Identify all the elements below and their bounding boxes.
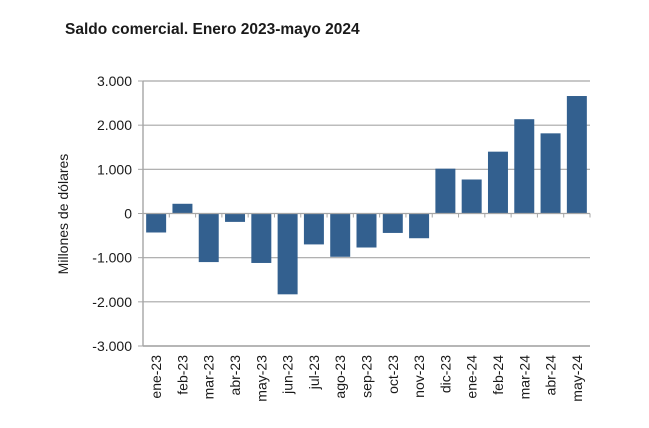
x-tick-label: nov-23 <box>411 355 427 398</box>
bar-abr-24 <box>540 133 561 214</box>
x-tick-label: jul-23 <box>306 355 322 390</box>
x-tick-label: abr-23 <box>227 355 243 396</box>
axes <box>138 80 591 347</box>
y-tick-labels: 3.000 2.000 1.000 0 -1.000 -2.000 -3.000 <box>92 73 132 354</box>
y-axis-label: Millones de dólares <box>55 154 71 275</box>
y-tick-label: -3.000 <box>92 338 132 354</box>
bar-ago-23 <box>330 213 351 257</box>
chart-title: Saldo comercial. Enero 2023-mayo 2024 <box>65 21 360 38</box>
y-tick-label: 1.000 <box>97 161 132 177</box>
bar-dic-23 <box>435 168 456 214</box>
x-tick-label: feb-24 <box>490 355 506 395</box>
x-tick-label: mar-24 <box>516 355 532 400</box>
y-tick-label: -1.000 <box>92 250 132 266</box>
y-tick-label: 2.000 <box>97 117 132 133</box>
bar-feb-23 <box>172 203 193 214</box>
bars <box>146 96 587 295</box>
bar-feb-24 <box>487 151 508 214</box>
y-tick-label: 0 <box>124 206 132 222</box>
x-tick-label: ene-23 <box>148 355 164 399</box>
x-tick-label: dic-23 <box>437 355 453 393</box>
bar-jul-23 <box>303 213 324 245</box>
x-tick-label: ago-23 <box>332 355 348 399</box>
x-tick-label: jun-23 <box>280 355 296 395</box>
x-tick-label: may-23 <box>253 355 269 402</box>
bar-may-23 <box>251 213 272 263</box>
x-tick-label: may-24 <box>569 355 585 402</box>
bar-sep-23 <box>356 213 377 248</box>
bar-mar-24 <box>514 119 535 214</box>
bar-may-24 <box>566 96 587 214</box>
x-tick-label: abr-24 <box>543 355 559 396</box>
y-tick-label: -2.000 <box>92 294 132 310</box>
bar-ene-24 <box>461 179 482 214</box>
bar-nov-23 <box>409 213 430 239</box>
x-tick-labels: ene-23 feb-23 mar-23 abr-23 may-23 jun-23 jul-… <box>148 355 585 402</box>
bar-jun-23 <box>277 213 298 295</box>
x-tick-label: mar-23 <box>201 355 217 400</box>
bar-abr-23 <box>225 213 246 222</box>
bar-oct-23 <box>382 213 403 233</box>
x-tick-label: sep-23 <box>359 355 375 398</box>
bar-ene-23 <box>146 213 167 233</box>
y-tick-label: 3.000 <box>97 73 132 89</box>
x-tick-label: oct-23 <box>385 355 401 394</box>
x-tick-label: feb-23 <box>174 355 190 395</box>
x-tick-label: ene-24 <box>464 355 480 399</box>
bar-mar-23 <box>198 213 219 263</box>
